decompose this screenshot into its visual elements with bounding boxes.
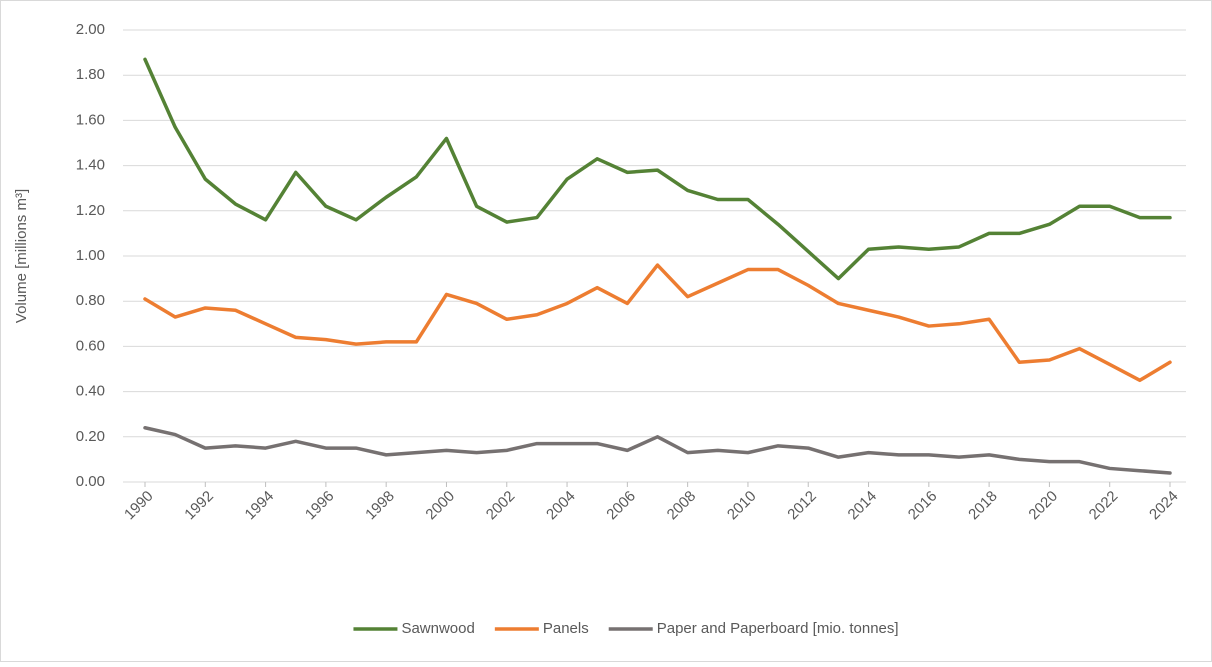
legend-item: Sawnwood bbox=[353, 620, 475, 637]
series-line bbox=[143, 426, 1172, 475]
y-tick-label: 0.60 bbox=[76, 337, 105, 354]
legend-label: Sawnwood bbox=[401, 620, 474, 637]
y-tick-label: 0.80 bbox=[76, 292, 105, 309]
y-tick-label: 0.40 bbox=[76, 383, 105, 400]
series-line bbox=[143, 57, 1172, 281]
y-tick-label: 1.20 bbox=[76, 202, 105, 219]
legend: Sawnwood Panels Paper and Paperboard [mio.… bbox=[353, 620, 899, 637]
legend-item: Panels bbox=[494, 620, 589, 637]
y-tick-label: 1.80 bbox=[76, 66, 105, 83]
y-tick-label: 1.40 bbox=[76, 157, 105, 174]
y-tick-label: 0.00 bbox=[76, 473, 105, 490]
y-axis-label: Volume [millions m³] bbox=[13, 189, 30, 323]
y-tick-label: 2.00 bbox=[76, 21, 105, 38]
legend-label: Panels bbox=[543, 620, 589, 637]
y-tick-label: 1.00 bbox=[76, 247, 105, 264]
grid bbox=[123, 29, 1186, 483]
series-line bbox=[143, 263, 1172, 383]
legend-label: Paper and Paperboard [mio. tonnes] bbox=[657, 620, 899, 637]
legend-item: Paper and Paperboard [mio. tonnes] bbox=[608, 620, 899, 637]
y-tick-label: 0.20 bbox=[76, 428, 105, 445]
plot bbox=[143, 57, 1172, 475]
y-tick-label: 1.60 bbox=[76, 111, 105, 128]
